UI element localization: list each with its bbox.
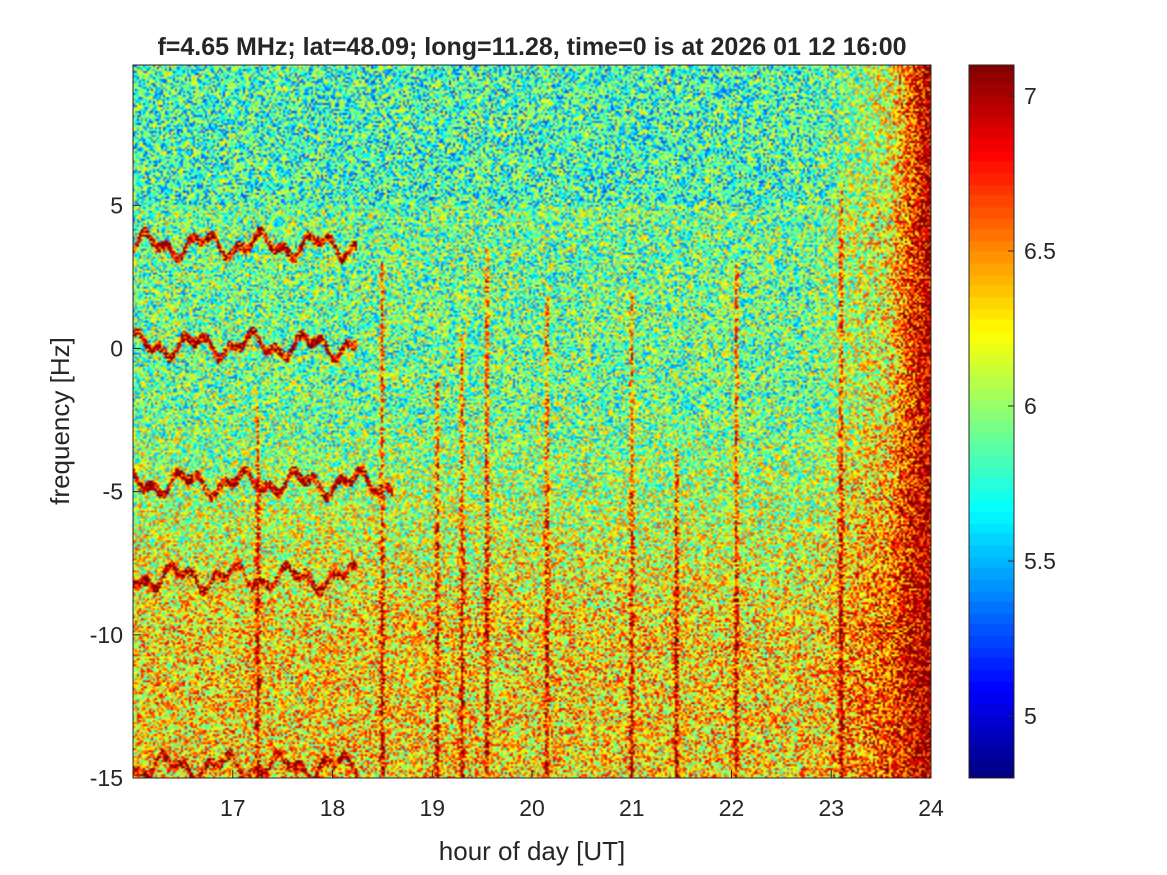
x-tick-label: 23 bbox=[818, 795, 844, 821]
x-axis-label: hour of day [UT] bbox=[439, 836, 625, 866]
colorbar-tick-label: 6.5 bbox=[1024, 238, 1056, 264]
colorbar bbox=[969, 65, 1014, 778]
colorbar-box bbox=[968, 64, 1015, 779]
colorbar-tick-label: 7 bbox=[1024, 83, 1037, 109]
x-tick-label: 21 bbox=[619, 795, 645, 821]
x-tick-label: 22 bbox=[719, 795, 745, 821]
y-axis-ticks: -15 -10 -5 0 5 bbox=[90, 192, 141, 791]
x-tick-label: 18 bbox=[320, 795, 346, 821]
y-axis-label: frequency [Hz] bbox=[45, 337, 75, 505]
colorbar-tick-label: 6 bbox=[1024, 393, 1037, 419]
colorbar-tick-label: 5.5 bbox=[1024, 548, 1056, 574]
chart-title: f=4.65 MHz; lat=48.09; long=11.28, time=… bbox=[157, 33, 906, 61]
y-tick-label: -10 bbox=[90, 622, 123, 648]
y-tick-label: -15 bbox=[90, 765, 123, 791]
y-tick-label: 0 bbox=[110, 335, 123, 361]
colorbar-canvas bbox=[969, 65, 1014, 778]
heatmap-canvas bbox=[133, 65, 931, 778]
x-tick-label: 24 bbox=[918, 795, 944, 821]
colorbar-tick-label: 5 bbox=[1024, 703, 1037, 729]
heatmap-plot-area bbox=[133, 65, 931, 778]
colorbar-ticks: 5 5.5 6 6.5 7 bbox=[1008, 83, 1056, 729]
x-tick-label: 17 bbox=[220, 795, 246, 821]
y-tick-label: 5 bbox=[110, 192, 123, 218]
y-tick-label: -5 bbox=[103, 479, 123, 505]
x-tick-label: 20 bbox=[519, 795, 545, 821]
x-tick-label: 19 bbox=[419, 795, 445, 821]
x-axis-ticks: 17 18 19 20 21 22 23 24 bbox=[220, 770, 944, 821]
